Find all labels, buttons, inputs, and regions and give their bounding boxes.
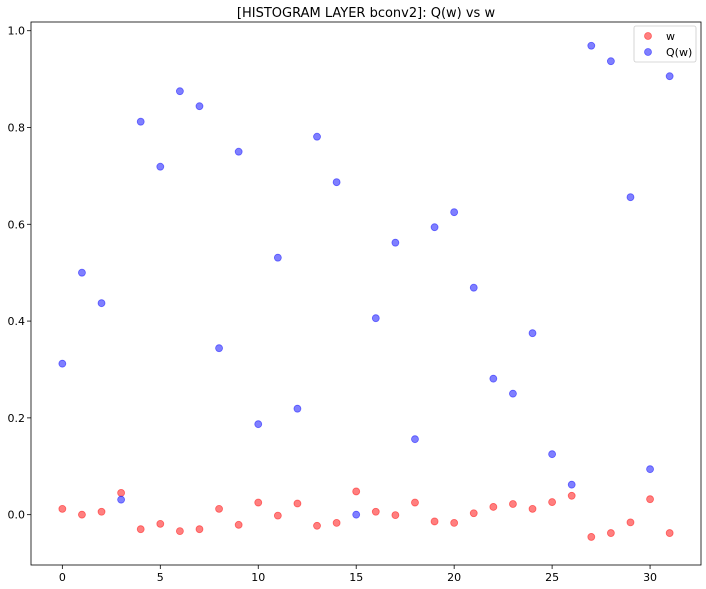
legend-label: Q(w)	[666, 46, 692, 59]
point-w	[175, 527, 184, 536]
point-w	[352, 487, 361, 496]
chart-title: [HISTOGRAM LAYER bconv2]: Q(w) vs w	[237, 6, 496, 21]
point-qw	[332, 178, 341, 187]
point-w	[528, 504, 537, 513]
point-w	[156, 519, 165, 528]
x-tick-label: 5	[157, 571, 164, 584]
point-qw	[489, 374, 498, 383]
point-qw	[450, 208, 459, 217]
legend: w Q(w)	[633, 25, 697, 63]
point-w	[606, 529, 615, 537]
point-w	[332, 518, 341, 527]
point-w	[273, 511, 282, 520]
x-tick-label: 15	[349, 571, 363, 584]
y-tick-label: 1.0	[8, 25, 26, 38]
point-qw	[430, 223, 439, 232]
y-tick-label: 0.8	[8, 122, 26, 135]
point-w	[548, 498, 557, 506]
point-w	[411, 498, 419, 507]
point-w	[489, 503, 498, 511]
point-w	[665, 529, 674, 537]
point-w	[469, 509, 478, 518]
point-w	[293, 499, 302, 508]
point-w	[78, 510, 86, 519]
point-qw	[626, 193, 635, 202]
point-w	[626, 518, 635, 527]
legend-label: w	[666, 30, 675, 43]
point-w	[587, 533, 596, 541]
y-tick-label: 0.2	[8, 412, 26, 425]
point-qw	[58, 359, 67, 368]
point-qw	[136, 117, 145, 126]
point-w	[234, 520, 243, 529]
point-w	[97, 507, 106, 516]
point-qw	[117, 495, 126, 504]
point-w	[195, 525, 204, 534]
point-w	[509, 500, 517, 508]
point-qw	[97, 299, 106, 308]
point-w	[254, 498, 263, 507]
x-axis: 0 5 10 15 20 25 30	[59, 565, 657, 584]
point-w	[136, 525, 145, 534]
point-qw	[411, 435, 419, 444]
x-tick-label: 25	[545, 571, 559, 584]
point-w	[430, 517, 439, 526]
point-w	[567, 491, 576, 500]
plot-frame	[30, 21, 702, 566]
point-qw	[665, 72, 674, 81]
x-tick-label: 10	[251, 571, 265, 584]
point-qw	[371, 314, 380, 323]
data-points	[58, 41, 674, 541]
legend-marker	[644, 48, 652, 56]
point-w	[646, 495, 654, 504]
point-qw	[234, 147, 243, 156]
x-tick-label: 0	[59, 571, 66, 584]
point-qw	[391, 238, 400, 247]
y-axis: 0.0 0.2 0.4 0.6 0.8 1.0	[8, 25, 31, 522]
point-qw	[469, 283, 478, 292]
y-tick-label: 0.0	[8, 509, 26, 522]
point-qw	[548, 450, 557, 459]
point-qw	[195, 102, 204, 111]
point-qw	[215, 344, 223, 353]
point-qw	[567, 480, 576, 489]
point-w	[313, 521, 321, 530]
y-tick-label: 0.6	[8, 218, 26, 231]
legend-marker	[644, 32, 652, 40]
point-qw	[352, 510, 361, 519]
point-qw	[156, 162, 165, 171]
point-qw	[293, 404, 302, 413]
point-qw	[313, 132, 321, 141]
x-tick-label: 20	[447, 571, 461, 584]
point-qw	[175, 87, 184, 96]
point-w	[450, 518, 459, 527]
point-w	[391, 511, 400, 520]
point-qw	[273, 253, 282, 262]
y-tick-label: 0.4	[8, 315, 26, 328]
point-qw	[78, 268, 86, 277]
point-w	[58, 504, 67, 513]
point-qw	[587, 41, 596, 50]
point-qw	[528, 329, 537, 338]
point-w	[117, 488, 126, 497]
point-w	[215, 504, 223, 513]
point-qw	[646, 465, 654, 474]
point-w	[371, 507, 380, 516]
point-qw	[606, 57, 615, 66]
x-tick-label: 30	[643, 571, 657, 584]
point-qw	[509, 389, 517, 398]
point-qw	[254, 420, 263, 429]
